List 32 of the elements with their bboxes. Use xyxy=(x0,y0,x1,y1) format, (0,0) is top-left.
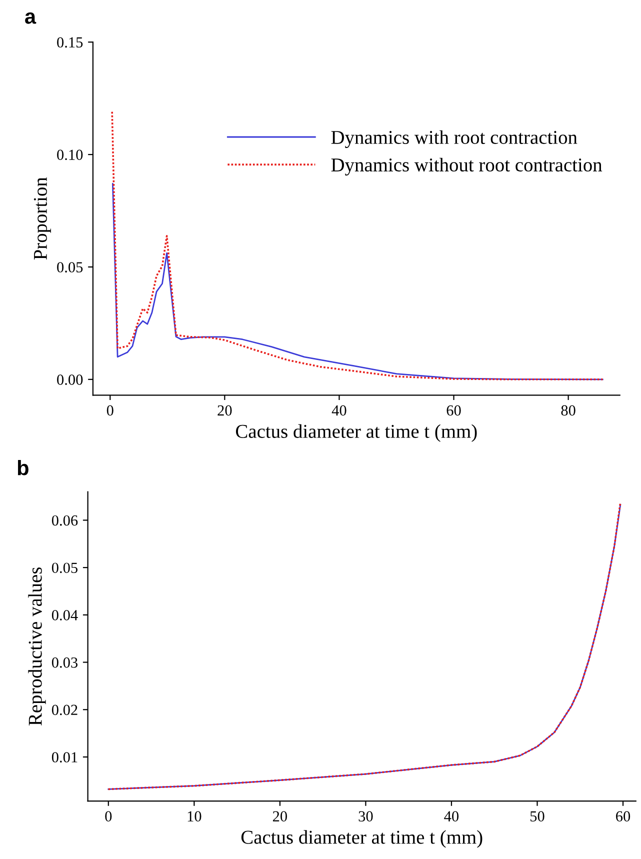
x-tick-label: 0 xyxy=(105,811,112,822)
x-tick-label: 20 xyxy=(272,811,287,822)
y-tick-label: 0.02 xyxy=(52,704,78,716)
y-tick-label: 0.01 xyxy=(52,752,78,762)
x-tick-label: 50 xyxy=(530,811,544,822)
x-tick-label: 80 xyxy=(561,405,576,416)
y-tick-label: 0.15 xyxy=(57,37,83,48)
y-tick-label: 0.05 xyxy=(57,262,83,272)
y-tick-label: 0.03 xyxy=(52,657,78,668)
y-tick-label: 0.05 xyxy=(52,562,78,574)
x-axis-title: Cactus diameter at time t (mm) xyxy=(236,424,477,442)
y-tick-label: 0.06 xyxy=(52,515,78,526)
x-tick-label: 30 xyxy=(358,811,373,822)
x-tick-label: 40 xyxy=(332,405,346,416)
x-axis-title: Cactus diameter at time t (mm) xyxy=(241,830,482,848)
x-tick-label: 20 xyxy=(218,405,232,416)
y-tick-label: 0.10 xyxy=(57,150,83,160)
y-tick-label: 0.04 xyxy=(52,610,78,620)
y-axis-title: Proportion xyxy=(34,177,51,260)
line-series xyxy=(111,110,604,380)
x-tick-label: 60 xyxy=(616,811,630,822)
y-axis-title: Reproductive values xyxy=(28,567,46,726)
x-tick-label: 0 xyxy=(106,405,114,416)
text: b xyxy=(18,460,28,476)
text: a xyxy=(25,12,36,24)
legend-label: Dynamics without root contraction xyxy=(331,158,602,176)
line-series xyxy=(112,183,604,380)
x-tick-label: 10 xyxy=(188,811,202,822)
y-tick-label: 0.00 xyxy=(57,374,83,385)
legend-label: Dynamics with root contraction xyxy=(331,130,578,148)
x-tick-label: 60 xyxy=(446,405,461,416)
x-tick-label: 40 xyxy=(444,811,459,822)
